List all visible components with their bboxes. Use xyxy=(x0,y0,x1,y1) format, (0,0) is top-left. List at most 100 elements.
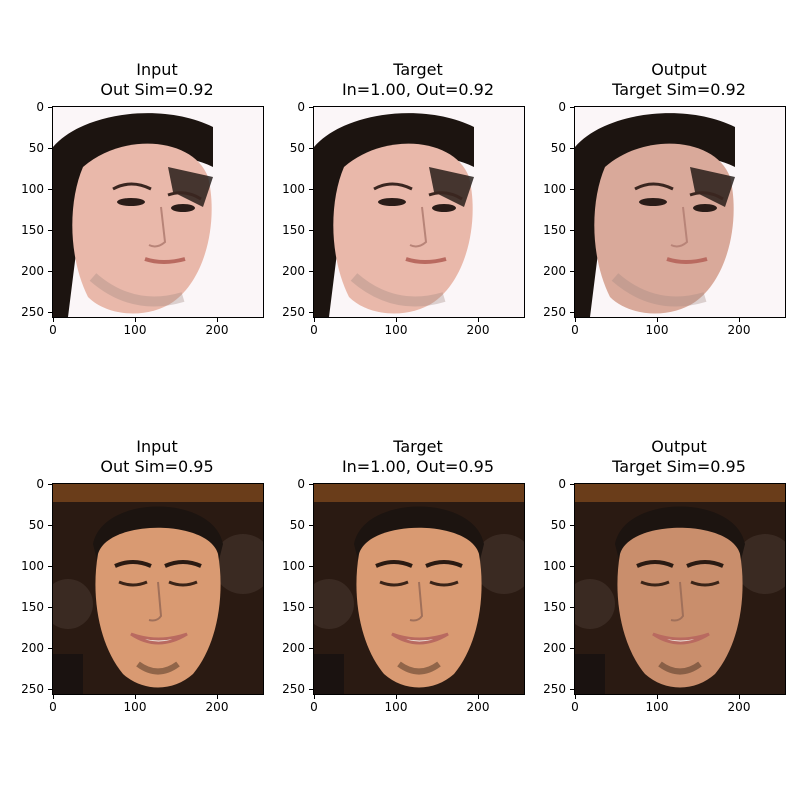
y-tick-mark xyxy=(309,648,313,649)
y-tick-label: 150 xyxy=(282,223,305,237)
y-tick-label: 100 xyxy=(282,559,305,573)
face-2-photo xyxy=(314,484,524,694)
y-tick-label: 150 xyxy=(282,600,305,614)
y-tick-label: 0 xyxy=(297,100,305,114)
y-tick-label: 0 xyxy=(558,477,566,491)
y-tick-label: 250 xyxy=(21,305,44,319)
image-panel xyxy=(313,106,525,318)
x-tick-mark xyxy=(739,318,740,322)
panel-title-line2: Target Sim=0.92 xyxy=(612,80,746,99)
x-tick-mark xyxy=(217,695,218,699)
x-tick-label: 100 xyxy=(384,700,408,714)
y-tick-mark xyxy=(570,689,574,690)
x-tick-label: 0 xyxy=(310,700,318,714)
x-tick-mark xyxy=(657,695,658,699)
y-tick-label: 250 xyxy=(543,305,566,319)
x-tick-mark xyxy=(575,318,576,322)
y-tick-mark xyxy=(570,148,574,149)
x-tick-label: 0 xyxy=(310,323,318,337)
y-tick-label: 0 xyxy=(297,477,305,491)
face-1-photo xyxy=(53,107,263,317)
y-tick-label: 200 xyxy=(282,264,305,278)
x-tick-label: 100 xyxy=(123,323,147,337)
y-tick-mark xyxy=(570,484,574,485)
x-tick-label: 200 xyxy=(727,323,751,337)
y-tick-label: 150 xyxy=(21,223,44,237)
x-tick-label: 200 xyxy=(727,700,751,714)
x-tick-mark xyxy=(657,318,658,322)
y-tick-mark xyxy=(570,189,574,190)
panel-title-line2: In=1.00, Out=0.95 xyxy=(341,457,495,476)
x-tick-mark xyxy=(478,695,479,699)
panel-title: Output Target Sim=0.95 xyxy=(559,437,799,477)
image-panel xyxy=(574,483,786,695)
y-tick-mark xyxy=(570,566,574,567)
y-tick-mark xyxy=(48,271,52,272)
y-tick-mark xyxy=(570,607,574,608)
y-tick-label: 200 xyxy=(21,264,44,278)
y-tick-mark xyxy=(309,607,313,608)
y-tick-mark xyxy=(309,525,313,526)
y-tick-label: 200 xyxy=(543,641,566,655)
y-tick-mark xyxy=(309,271,313,272)
x-tick-mark xyxy=(314,695,315,699)
x-tick-mark xyxy=(53,318,54,322)
panel-title-line2: Out Sim=0.95 xyxy=(100,457,214,476)
y-tick-label: 150 xyxy=(21,600,44,614)
panel-title: Input Out Sim=0.92 xyxy=(37,60,277,100)
panel-title-line2: Out Sim=0.92 xyxy=(100,80,214,99)
panel-title: Target In=1.00, Out=0.92 xyxy=(298,60,538,100)
x-tick-label: 100 xyxy=(645,700,669,714)
y-tick-mark xyxy=(48,230,52,231)
panel-title-line2: Target Sim=0.95 xyxy=(612,457,746,476)
image-panel xyxy=(574,106,786,318)
y-tick-label: 50 xyxy=(550,518,566,532)
panel-title: Target In=1.00, Out=0.95 xyxy=(298,437,538,477)
y-tick-label: 100 xyxy=(282,182,305,196)
y-tick-label: 100 xyxy=(21,559,44,573)
x-tick-mark xyxy=(135,318,136,322)
face-2-photo xyxy=(53,484,263,694)
y-tick-mark xyxy=(48,189,52,190)
y-tick-label: 50 xyxy=(550,141,566,155)
y-tick-mark xyxy=(570,107,574,108)
y-tick-label: 50 xyxy=(28,518,44,532)
y-tick-mark xyxy=(309,312,313,313)
x-tick-label: 200 xyxy=(205,700,229,714)
y-tick-mark xyxy=(48,525,52,526)
image-panel xyxy=(52,483,264,695)
x-tick-mark xyxy=(53,695,54,699)
panel-title-line1: Output xyxy=(651,437,707,456)
y-tick-mark xyxy=(48,148,52,149)
y-tick-mark xyxy=(309,148,313,149)
x-tick-label: 100 xyxy=(123,700,147,714)
y-tick-mark xyxy=(570,525,574,526)
y-tick-label: 250 xyxy=(543,682,566,696)
y-tick-mark xyxy=(48,648,52,649)
x-tick-mark xyxy=(314,318,315,322)
x-tick-label: 100 xyxy=(384,323,408,337)
image-panel xyxy=(52,106,264,318)
y-tick-mark xyxy=(48,312,52,313)
y-tick-label: 150 xyxy=(543,223,566,237)
x-tick-mark xyxy=(396,318,397,322)
panel-title-line1: Target xyxy=(393,60,443,79)
y-tick-mark xyxy=(570,648,574,649)
y-tick-mark xyxy=(309,189,313,190)
panel-title-line2: In=1.00, Out=0.92 xyxy=(341,80,495,99)
y-tick-label: 100 xyxy=(543,559,566,573)
y-tick-label: 100 xyxy=(21,182,44,196)
y-tick-label: 200 xyxy=(21,641,44,655)
y-tick-label: 50 xyxy=(289,518,305,532)
x-tick-label: 200 xyxy=(466,323,490,337)
y-tick-mark xyxy=(309,230,313,231)
x-tick-mark xyxy=(217,318,218,322)
y-tick-mark xyxy=(309,484,313,485)
y-tick-label: 250 xyxy=(282,305,305,319)
face-2-photo xyxy=(575,484,785,694)
y-tick-mark xyxy=(570,312,574,313)
face-1-photo xyxy=(314,107,524,317)
x-tick-mark xyxy=(739,695,740,699)
y-tick-mark xyxy=(309,566,313,567)
